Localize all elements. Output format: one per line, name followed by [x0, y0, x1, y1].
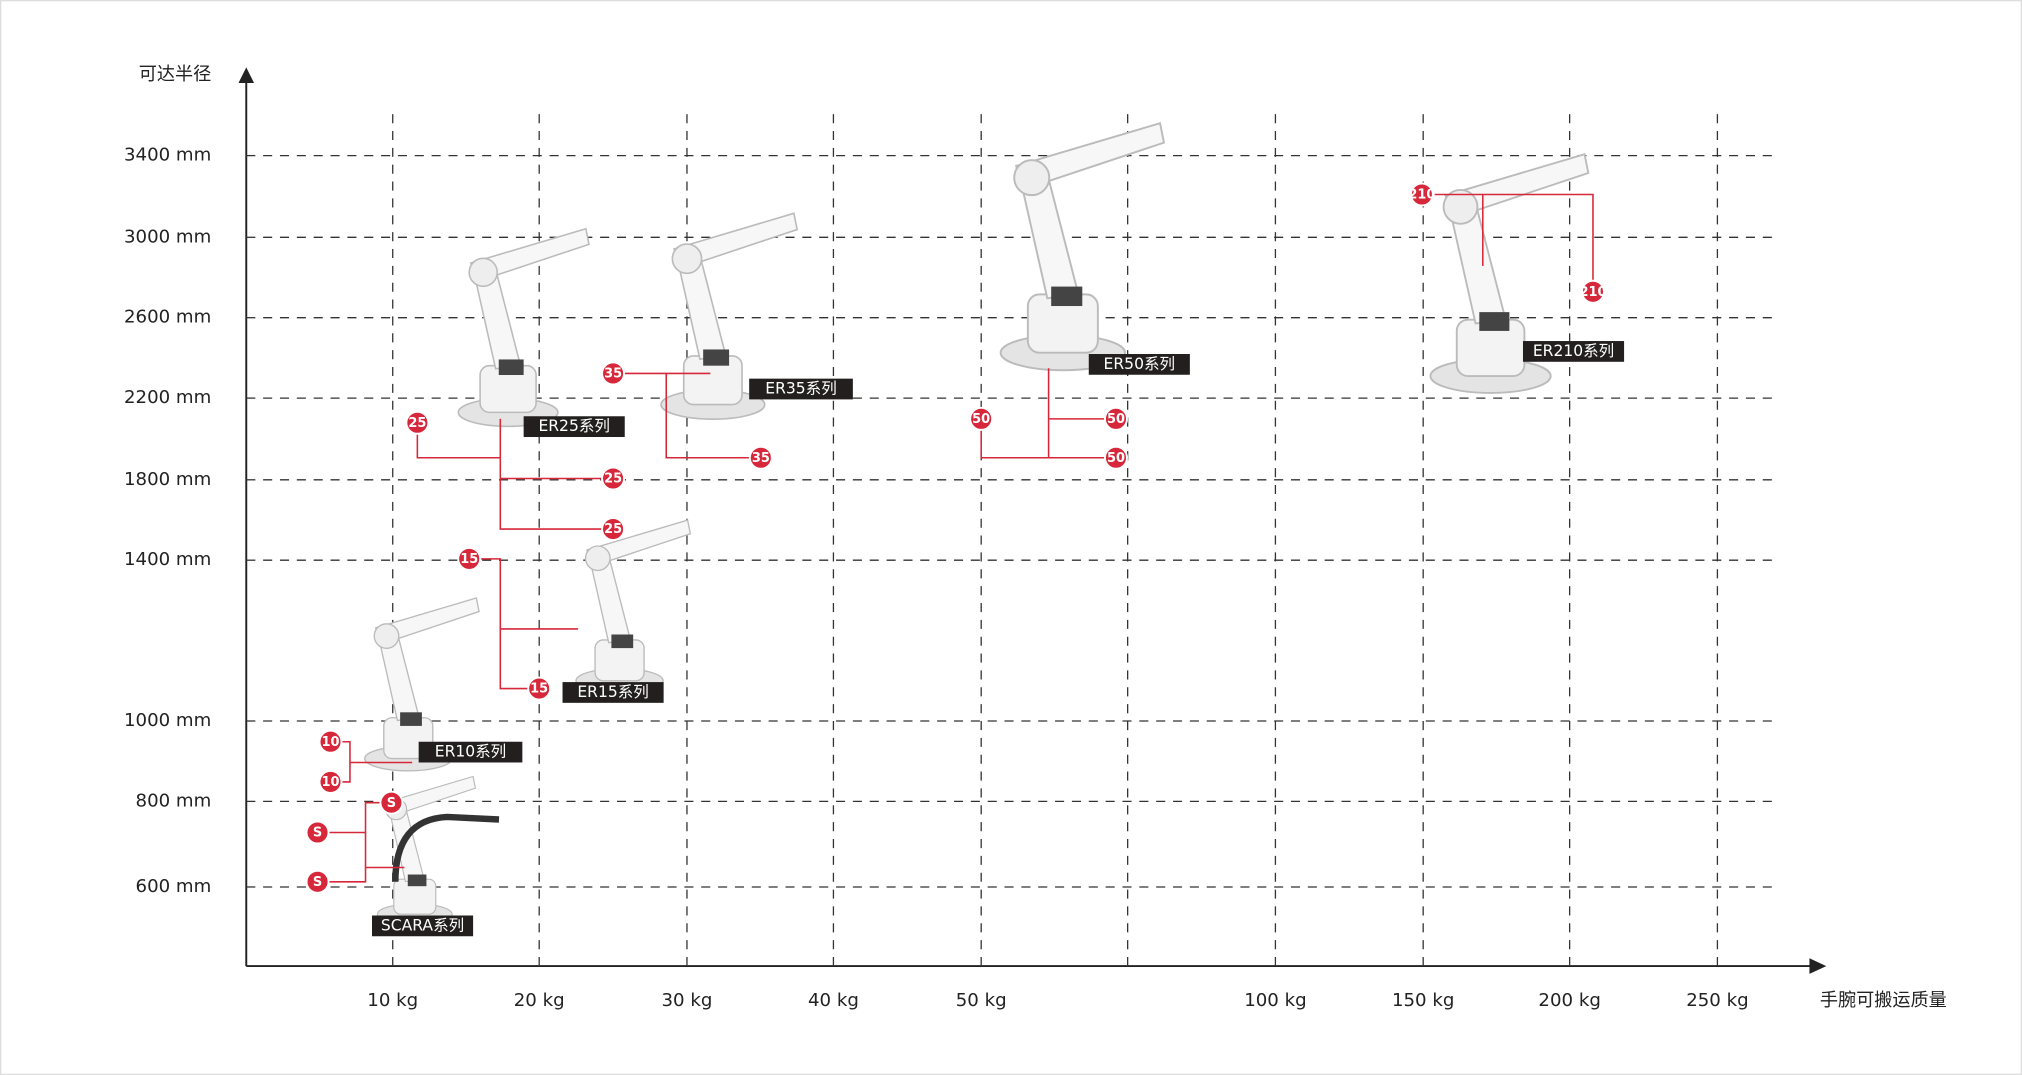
series-label: SCARA系列 — [381, 916, 464, 934]
x-tick-label: 200 kg — [1538, 990, 1600, 1011]
series-label: ER15系列 — [577, 683, 648, 701]
y-tick-label: 2200 mm — [124, 387, 211, 408]
x-tick-label: 40 kg — [808, 990, 859, 1011]
x-tick-label: 10 kg — [367, 990, 418, 1011]
y-tick-label: 1400 mm — [124, 549, 211, 570]
frame — [1, 1, 2022, 1075]
series-label: ER50系列 — [1104, 355, 1175, 373]
badge-text: 25 — [408, 416, 426, 431]
robot-motor — [703, 349, 729, 365]
robot-joint — [1014, 160, 1049, 195]
badge-text: 50 — [1107, 451, 1125, 466]
x-tick-label: 250 kg — [1686, 990, 1748, 1011]
x-tick-label: 20 kg — [514, 990, 565, 1011]
y-tick-label: 600 mm — [136, 876, 212, 897]
badge-text: 15 — [530, 682, 548, 697]
robot-motor — [611, 634, 633, 648]
y-axis-title: 可达半径 — [139, 64, 212, 85]
series-label: ER25系列 — [538, 417, 609, 435]
badge-text: 210 — [1579, 285, 1606, 300]
badge-text: 35 — [604, 367, 622, 382]
robot-motor — [1479, 312, 1509, 331]
robot-joint — [672, 244, 701, 273]
badge-text: 25 — [604, 472, 622, 487]
robot-motor — [408, 875, 427, 887]
x-axis-title: 手腕可搬运质量 — [1820, 990, 1947, 1011]
badge-text: 35 — [752, 451, 770, 466]
y-tick-label: 1000 mm — [124, 710, 211, 731]
robot-motor — [400, 712, 422, 726]
robot-joint — [374, 624, 398, 649]
x-tick-label: 100 kg — [1244, 990, 1306, 1011]
y-tick-label: 3400 mm — [124, 145, 211, 166]
y-tick-label: 3000 mm — [124, 226, 211, 247]
series-label: ER35系列 — [765, 380, 836, 398]
robot-joint — [469, 258, 497, 286]
badge-text: 15 — [460, 552, 478, 567]
chart: 可达半径 手腕可搬运质量 3400 mm 3000 mm 2600 mm 2200 m… — [0, 0, 2022, 1075]
badge-text: 50 — [972, 412, 990, 427]
badge-text: 10 — [322, 775, 340, 790]
y-tick-label: 1800 mm — [124, 469, 211, 490]
badge-text: 210 — [1408, 188, 1435, 203]
series-label: ER10系列 — [435, 743, 506, 761]
badge-text: S — [387, 796, 396, 811]
x-tick-label: 30 kg — [662, 990, 713, 1011]
y-tick-label: 2600 mm — [124, 307, 211, 328]
series-label: ER210系列 — [1533, 342, 1614, 360]
badge-text: S — [313, 826, 322, 841]
badge-text: 10 — [322, 735, 340, 750]
badge-text: 50 — [1107, 412, 1125, 427]
badge-text: 25 — [604, 522, 622, 537]
robot-joint — [586, 546, 610, 571]
badge-text: S — [313, 875, 322, 890]
page: {"axes":{"y_title":"可达半径","x_title":"手腕可… — [0, 0, 2022, 1075]
robot-motor — [1051, 287, 1082, 306]
y-tick-label: 800 mm — [136, 790, 212, 811]
robot-motor — [499, 359, 524, 375]
x-tick-label: 150 kg — [1392, 990, 1454, 1011]
x-tick-label: 50 kg — [956, 990, 1007, 1011]
